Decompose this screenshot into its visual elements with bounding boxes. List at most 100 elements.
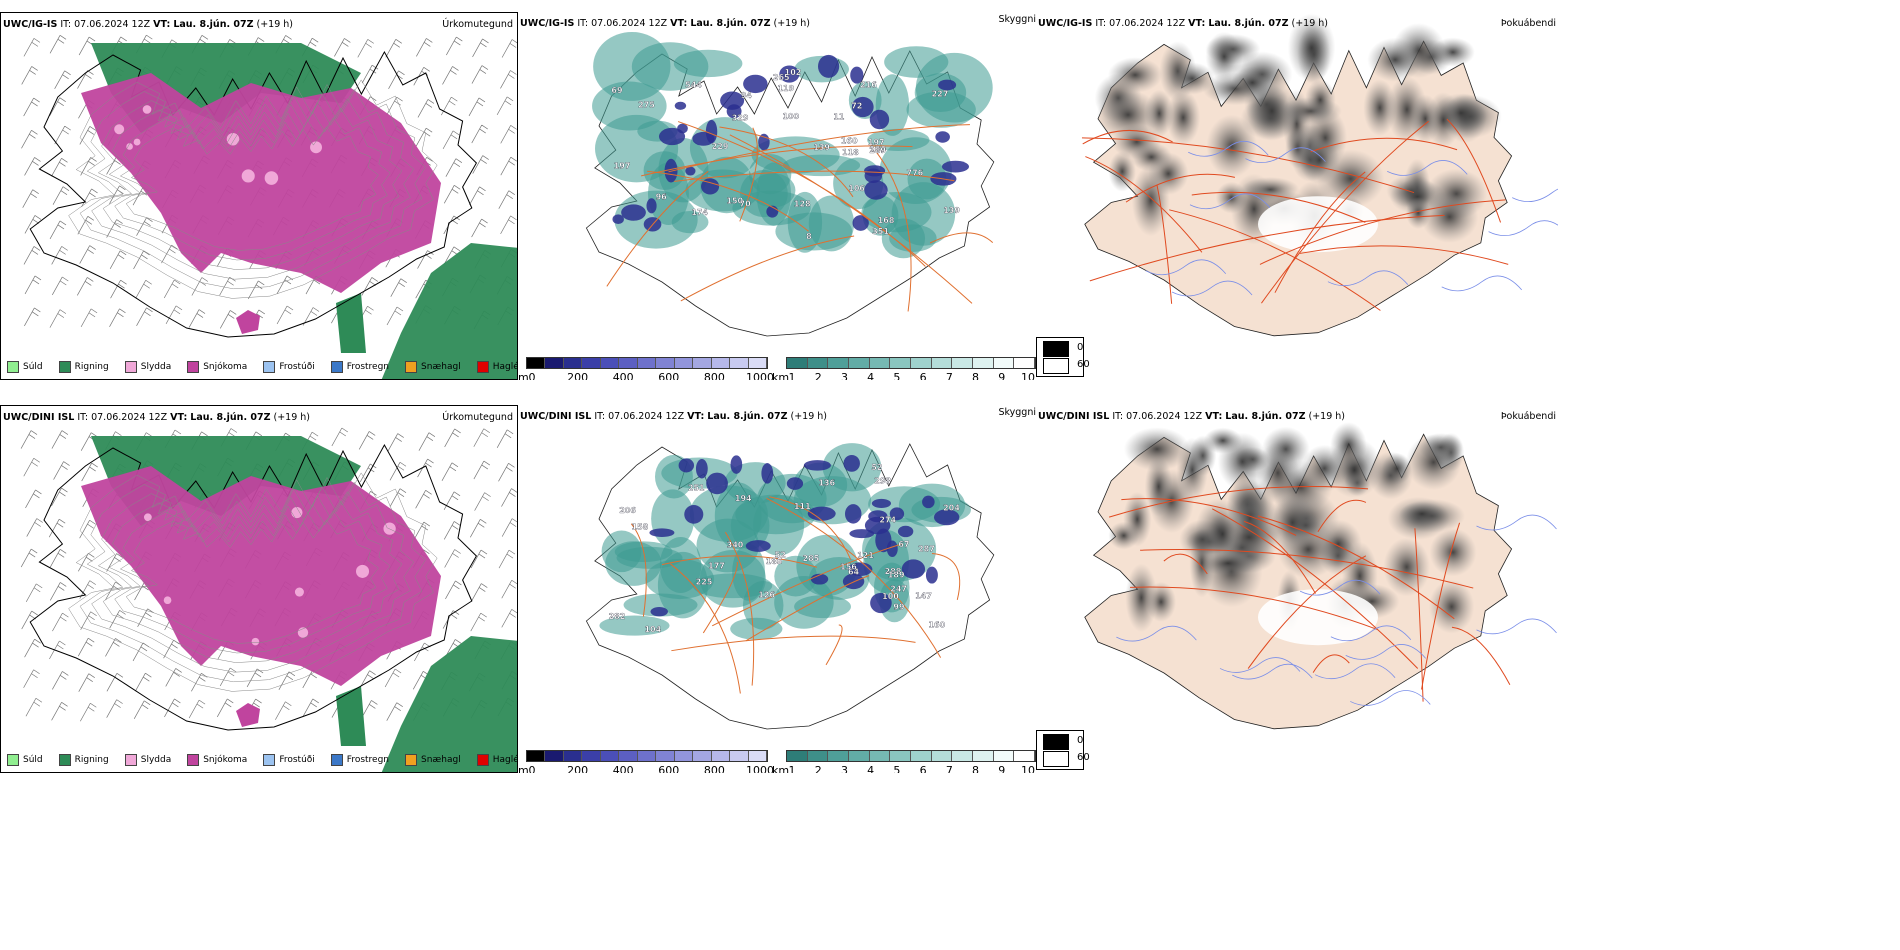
wind-barb — [471, 218, 488, 238]
colorbar-segment — [911, 751, 932, 761]
fog-legend-label: 0 — [1077, 342, 1084, 353]
low-visibility-area — [692, 573, 773, 599]
colorbar-tick: 800 — [703, 764, 725, 773]
wind-barb — [390, 278, 407, 297]
wind-barb — [247, 280, 265, 300]
ceiling-label: 216 — [860, 81, 877, 90]
ceiling-label: 160 — [841, 136, 858, 145]
legend-label: Frostúði — [279, 755, 315, 765]
wind-barb — [80, 611, 97, 630]
wind-barb — [276, 305, 294, 325]
river — [1299, 579, 1381, 596]
wind-barb — [469, 519, 487, 538]
colorbar-tick: 5 — [893, 764, 901, 773]
low-ceiling-area — [706, 472, 728, 495]
wind-barb — [78, 553, 95, 572]
wind-barb — [442, 66, 459, 85]
wind-barb — [501, 488, 517, 507]
fog-index-area — [1123, 427, 1191, 471]
wind-barb — [416, 38, 433, 57]
fog-legend-label: 60 — [1077, 359, 1090, 370]
wind-barb — [106, 699, 123, 718]
precip-legend-item: Frostregn — [330, 754, 389, 766]
coastline — [29, 443, 478, 731]
wind-barb — [49, 97, 66, 116]
colorbar-tick: 9 — [998, 764, 1006, 773]
wind-barb — [385, 39, 402, 58]
wind-barb — [24, 157, 41, 176]
sleet-patch — [291, 507, 303, 519]
river — [1245, 147, 1326, 164]
road — [724, 531, 755, 686]
low-ceiling-area — [933, 509, 960, 526]
colorbar-segment — [563, 751, 583, 761]
wind-barb — [471, 65, 489, 84]
colorbar-ramp — [786, 750, 1036, 762]
wind-barb — [384, 668, 402, 688]
colorbar-segment — [869, 358, 891, 368]
wind-barb — [81, 188, 98, 208]
legend-swatch — [476, 361, 489, 373]
wind-barb — [389, 488, 407, 507]
road — [1082, 129, 1173, 145]
wind-barb — [54, 70, 71, 89]
rain-area — [381, 243, 517, 379]
low-ceiling-area — [871, 498, 892, 508]
ceiling-label: 329 — [732, 113, 749, 122]
wind-barb — [110, 279, 127, 299]
wind-barb — [20, 548, 38, 568]
fog-index-area — [1108, 151, 1137, 192]
wind-barb — [498, 549, 516, 569]
low-ceiling-area — [864, 168, 883, 184]
colorbar-segment — [973, 751, 994, 761]
river — [1116, 625, 1197, 642]
colorbar-tick: 9 — [998, 371, 1006, 380]
colorbar-tick: 8 — [972, 764, 980, 773]
wind-barb — [469, 186, 486, 206]
wind-barb — [500, 70, 517, 89]
visibility-map: 1001681065448961027270160265216197174119… — [585, 31, 995, 337]
panel-title: Úrkomutegund — [442, 19, 513, 30]
road — [641, 145, 913, 177]
legend-label: Snæhagl — [421, 755, 461, 765]
colorbar-segment — [711, 358, 731, 368]
colorbar-segment — [748, 358, 768, 368]
colorbar-segment — [674, 358, 694, 368]
low-ceiling-area — [842, 573, 865, 590]
road — [1163, 553, 1208, 575]
ceiling-label: 285 — [803, 554, 820, 563]
river — [1232, 663, 1313, 680]
sleet-patch — [294, 587, 304, 597]
wind-barb — [22, 189, 39, 208]
clear-area — [1258, 196, 1378, 253]
wind-barb — [361, 277, 379, 296]
panel-title: Úrkomutegund — [442, 412, 513, 423]
wind-barb — [358, 431, 376, 450]
fog-index-area — [1256, 441, 1300, 504]
wind-barb — [361, 700, 378, 719]
ceiling-label: 197 — [614, 162, 631, 171]
terrain-contour — [68, 472, 438, 692]
ceiling-label: 180 — [869, 145, 886, 154]
wind-barb — [24, 638, 41, 658]
low-ceiling-area — [743, 74, 768, 94]
ceiling-label: 136 — [818, 479, 835, 488]
fog-index-area — [1299, 136, 1340, 185]
colorbar-segment — [1014, 358, 1036, 368]
fog-index-area — [1131, 164, 1170, 237]
ceiling-label: 52 — [871, 463, 882, 472]
wind-barb — [133, 250, 150, 270]
terrain-contour — [68, 79, 438, 299]
colorbar-unit: km — [772, 764, 790, 773]
fog-index-area — [1405, 434, 1462, 491]
terrain-contour — [91, 491, 415, 673]
wind-barb — [79, 245, 96, 264]
ceiling-colorbar: m 0 200 400 600 800 1000 — [518, 750, 774, 773]
low-ceiling-area — [941, 160, 969, 173]
ceiling-label: 229 — [712, 142, 729, 151]
legend-label: Rigning — [74, 755, 109, 765]
panel-header: UWC/IG-IS IT: 07.06.2024 12Z VT: Lau. 8.… — [3, 19, 294, 30]
legend-label: Súld — [23, 362, 43, 372]
wind-barb — [23, 38, 41, 57]
wind-barb — [473, 460, 491, 480]
